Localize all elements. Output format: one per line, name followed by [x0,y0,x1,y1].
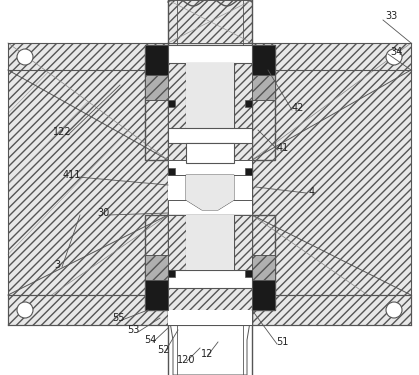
Text: 55: 55 [112,313,124,323]
Bar [145,215,275,310]
Text: 41: 41 [277,143,289,153]
Text: 30: 30 [97,208,109,218]
Polygon shape [252,295,411,325]
Bar [168,200,252,215]
Polygon shape [8,295,168,325]
Bar [168,215,252,310]
Text: 120: 120 [177,355,195,365]
Text: 4: 4 [309,187,315,197]
Polygon shape [8,295,168,325]
Text: 12: 12 [201,349,213,359]
Polygon shape [252,43,411,70]
Bar [168,310,252,325]
Text: 3: 3 [54,260,60,270]
Bar [168,270,252,288]
Bar [168,128,252,143]
Bar [168,270,175,277]
Bar [145,75,168,100]
Bar [245,270,252,277]
Bar [168,160,252,175]
Text: 42: 42 [292,103,304,113]
Bar [168,45,252,160]
Text: 34: 34 [390,47,402,57]
Text: 52: 52 [157,345,169,355]
Polygon shape [8,295,168,325]
Polygon shape [252,295,411,325]
Bar [168,100,175,107]
Circle shape [386,49,402,65]
Bar [186,215,234,270]
Text: 33: 33 [385,11,397,21]
Polygon shape [252,295,411,325]
Polygon shape [8,43,168,70]
Polygon shape [252,43,411,325]
Bar [145,255,168,280]
Bar [145,280,168,310]
Bar [168,168,175,175]
Polygon shape [252,43,411,70]
Polygon shape [8,43,168,70]
Text: 54: 54 [144,335,156,345]
Bar [186,143,234,163]
Circle shape [17,302,33,318]
Bar [145,45,168,75]
Polygon shape [186,175,234,210]
Circle shape [17,49,33,65]
Polygon shape [8,295,168,325]
Bar [145,45,275,160]
Bar [186,63,234,128]
Text: 122: 122 [53,127,71,137]
Polygon shape [8,43,168,70]
Bar [252,280,275,310]
Text: 411: 411 [63,170,81,180]
Bar [245,168,252,175]
Bar [168,45,252,63]
Bar [252,255,275,280]
Polygon shape [252,43,411,70]
Bar [168,0,252,43]
Bar [186,63,234,128]
Bar [252,75,275,100]
Polygon shape [252,295,411,325]
Polygon shape [168,310,252,375]
Text: 51: 51 [276,337,288,347]
Polygon shape [186,175,234,210]
Bar [186,215,234,270]
Text: 53: 53 [127,325,139,335]
Bar [252,45,275,75]
Circle shape [386,302,402,318]
Bar [168,160,252,215]
Bar [168,0,252,375]
Polygon shape [8,43,168,325]
Bar [245,100,252,107]
